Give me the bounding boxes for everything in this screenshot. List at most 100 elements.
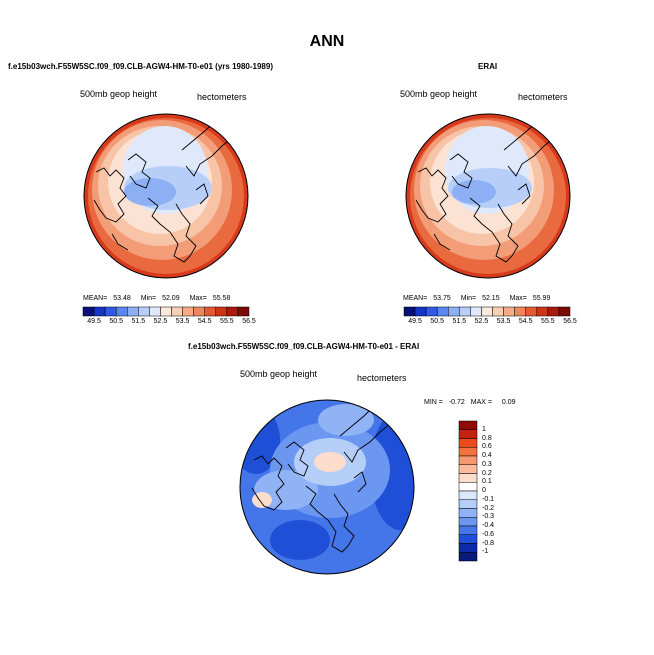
obs-colorbar-swatch: [448, 306, 460, 317]
model-colorbar-swatch: [93, 306, 106, 317]
diff-colorbar-tick-label: -0.6: [482, 530, 495, 538]
diff-field-label: 500mb geop height: [240, 369, 318, 379]
model-colorbar-tick-label: 55.5: [220, 318, 234, 325]
model-colorbar-tick-label: 52.5: [153, 318, 168, 325]
obs-colorbar-swatch: [459, 306, 471, 317]
diff-colorbar-swatch: [458, 499, 478, 509]
diff-colorbar-swatch: [458, 534, 478, 544]
diff-colorbar-swatch: [458, 438, 478, 448]
obs-map-border: [405, 113, 571, 279]
obs-colorbar-swatch: [514, 306, 526, 317]
diff-colorbar-swatch: [458, 420, 478, 430]
model-colorbar-tick-label: 54.5: [197, 318, 212, 325]
obs-colorbar-swatch: [436, 306, 449, 317]
diff-colorbar-swatch: [458, 543, 478, 553]
model-colorbar-tick-label: 56.5: [242, 318, 256, 325]
obs-colorbar-swatch: [525, 306, 538, 317]
model-units-label: hectometers: [197, 92, 247, 102]
model-field-label: 500mb geop height: [80, 89, 158, 99]
diff-colorbar-tick-label: 0.3: [482, 460, 492, 468]
diff-map: [239, 399, 415, 575]
model-colorbar-swatch: [171, 306, 183, 317]
model-stats: MEAN= 53.48 Min= 52.09 Max= 55.58: [83, 295, 230, 302]
diff-colorbar-tick-label: -0.3: [482, 513, 495, 521]
diff-colorbar-tick-label: 0.8: [482, 434, 492, 442]
obs-colorbar: [403, 306, 571, 317]
obs-colorbar-swatch: [547, 306, 560, 317]
diff-colorbar-tick-label: -0.4: [482, 522, 495, 529]
diff-colorbar-swatch: [458, 525, 478, 535]
diff-colorbar-tick-label: -0.2: [482, 504, 495, 512]
diff-field-low: [270, 520, 330, 560]
obs-mean-label: MEAN=: [403, 295, 428, 302]
obs-field-label: 500mb geop height: [400, 89, 478, 99]
diff-colorbar-tick-label: 1: [482, 425, 486, 433]
diff-min-value: -0.72: [448, 399, 465, 406]
model-colorbar-swatch: [160, 306, 172, 317]
obs-units-label: hectometers: [518, 92, 568, 102]
model-colorbar-swatch: [104, 306, 117, 317]
diff-field-low: [370, 410, 414, 530]
model-map: [83, 113, 249, 279]
diff-colorbar-tick-label: 0: [482, 487, 486, 494]
model-colorbar-swatch: [115, 306, 128, 317]
diff-colorbar-swatch: [458, 455, 478, 465]
model-colorbar-swatch: [193, 306, 205, 317]
model-colorbar-tick-label: 49.5: [87, 318, 101, 325]
obs-colorbar-swatch: [470, 306, 482, 317]
model-colorbar-swatch: [182, 306, 194, 317]
obs-colorbar-tick-label: 54.5: [518, 318, 533, 325]
model-colorbar-swatch: [138, 306, 150, 317]
diff-max-value: 0.09: [501, 399, 516, 406]
diff-field-positive: [252, 492, 272, 508]
obs-colorbar-swatch: [536, 306, 549, 317]
model-colorbar: [82, 306, 250, 317]
diff-field-positive: [314, 452, 346, 472]
obs-stats: MEAN= 53.75 Min= 52.15 Max= 55.99: [403, 295, 550, 302]
obs-colorbar-tick-label: 51.5: [452, 318, 467, 325]
diff-colorbar-tick-label: -0.1: [482, 495, 495, 503]
model-map-border: [83, 113, 249, 279]
diff-colorbar-swatch: [458, 464, 478, 474]
model-colorbar-swatch: [237, 306, 250, 317]
model-colorbar-swatch: [226, 306, 239, 317]
model-colorbar-tick-label: 50.5: [109, 318, 123, 325]
model-colorbar-swatch: [127, 306, 139, 317]
diff-colorbar-swatch: [458, 517, 478, 527]
obs-colorbar-swatch: [425, 306, 438, 317]
model-colorbar-swatch: [215, 306, 228, 317]
diff-colorbar-swatch: [458, 473, 478, 483]
diff-colorbar-tick-label: 0.1: [482, 478, 492, 486]
diff-stats: MIN = -0.72 MAX = 0.09: [424, 399, 516, 406]
model-min-label: Min=: [140, 295, 157, 302]
obs-min-value: 52.15: [482, 295, 500, 302]
diff-min-label: MIN =: [424, 399, 443, 406]
model-field-trough: [124, 178, 176, 206]
obs-max-label: Max=: [509, 295, 527, 302]
obs-field-trough: [452, 180, 496, 204]
obs-colorbar-swatch: [403, 306, 416, 317]
model-case-title: f.e15b03wch.F55W5SC.f09_f09.CLB-AGW4-HM-…: [8, 62, 273, 71]
obs-map: [405, 113, 571, 279]
diff-colorbar-tick-label: 0.4: [482, 452, 492, 459]
diff-colorbar-tick-label: -0.8: [482, 539, 495, 547]
obs-case-title: ERAI: [478, 62, 498, 71]
diff-colorbar-swatch: [458, 447, 478, 457]
diff-map-border: [239, 399, 415, 575]
model-colorbar-tick-label: 53.5: [175, 318, 190, 325]
diff-colorbar-swatch: [458, 552, 478, 562]
diff-colorbar-swatch: [458, 482, 478, 492]
model-mean-label: MEAN=: [83, 295, 108, 302]
obs-colorbar-tick-label: 53.5: [496, 318, 511, 325]
obs-mean-value: 53.75: [433, 295, 451, 302]
model-max-value: 55.58: [212, 295, 231, 302]
diff-colorbar-tick-label: 0.6: [482, 443, 492, 451]
model-colorbar-swatch: [149, 306, 161, 317]
diff-colorbar-swatch: [458, 490, 478, 500]
model-min-value: 52.09: [162, 295, 180, 302]
diff-colorbar-tick-label: 0.2: [482, 469, 492, 477]
model-mean-value: 53.48: [113, 295, 131, 302]
obs-max-value: 55.99: [532, 295, 551, 302]
diff-colorbar-swatch: [458, 429, 478, 439]
